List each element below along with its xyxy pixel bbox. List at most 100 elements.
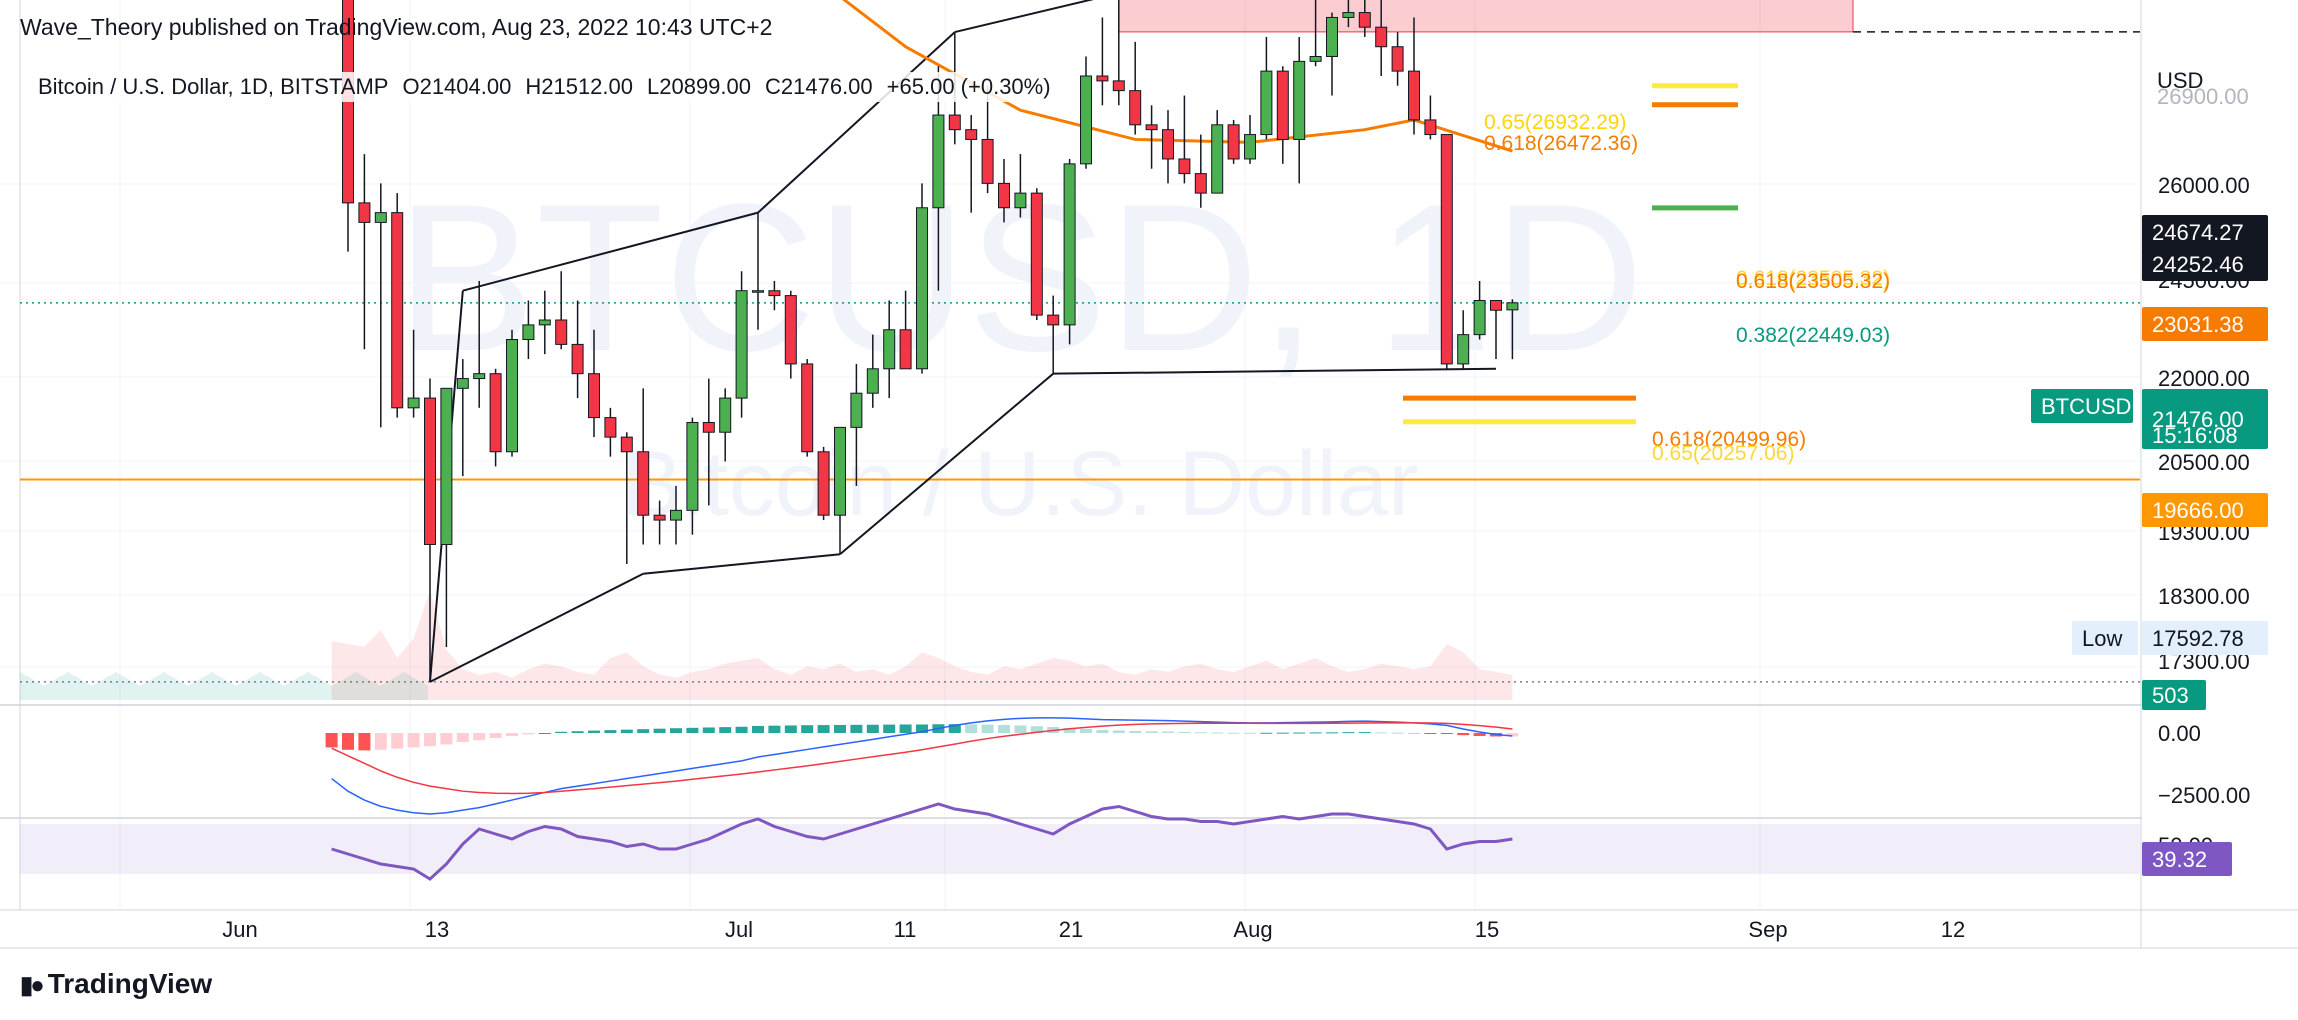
- label-low-value: 17592.78: [2152, 626, 2244, 651]
- candle-66: [1408, 17, 1420, 135]
- time-label-4: 21: [1059, 917, 1083, 942]
- candle-26: [752, 212, 764, 330]
- macd-hist-bar: [407, 733, 420, 748]
- macd-hist-bar: [620, 729, 633, 733]
- candle-63: [1358, 0, 1371, 37]
- candle-body: [784, 295, 797, 365]
- candle-52: [1178, 95, 1191, 184]
- candle-62: [1342, 0, 1355, 28]
- candle-44: [1047, 295, 1060, 374]
- candle-65: [1391, 32, 1404, 86]
- footer-brand: TradingView: [47, 968, 213, 999]
- candle-body: [1440, 134, 1453, 365]
- macd-hist-bar: [325, 733, 338, 748]
- macd-line: [331, 717, 1513, 815]
- macd-hist-bar: [1063, 727, 1076, 733]
- candle-body: [456, 378, 469, 389]
- price-axis[interactable]: USD 26900.00 26000.0024500.0022000.00205…: [2140, 0, 2298, 948]
- time-label-8: 12: [1941, 917, 1965, 942]
- macd-hist-bar: [916, 724, 928, 733]
- candle-45: [1063, 158, 1076, 345]
- candle-56: [1244, 115, 1256, 164]
- price-tick-3: 20500.00: [2158, 450, 2250, 475]
- macd-hist-bar: [981, 724, 994, 733]
- candle-body: [522, 324, 535, 341]
- macd-hist-bar: [1211, 732, 1224, 734]
- macd-hist-bar: [1030, 726, 1043, 733]
- label-low-tag: Low: [2082, 626, 2122, 651]
- macd-hist-bar: [538, 733, 551, 734]
- candle-body: [604, 417, 617, 438]
- time-axis[interactable]: Jun 13 Jul 11 21 Aug 15 Sep 12: [222, 917, 1965, 942]
- macd-hist-bar: [555, 731, 568, 733]
- candle-body: [1227, 124, 1240, 160]
- price-axis-bg: [2142, 0, 2298, 948]
- label-countdown: 15:16:08: [2152, 423, 2238, 448]
- macd-hist-bar: [1326, 732, 1338, 734]
- macd-hist-bar: [424, 733, 436, 747]
- candle-34: [883, 300, 896, 399]
- candle-13: [538, 290, 551, 355]
- macd-hist-bar: [1014, 725, 1027, 733]
- signal-line: [331, 722, 1513, 795]
- candle-71: [1490, 299, 1502, 360]
- candle-body: [1293, 60, 1306, 140]
- candle-body: [1014, 192, 1027, 209]
- label-ema-bg: [2142, 307, 2268, 341]
- candle-body: [358, 202, 371, 223]
- label-volume-bg: [2142, 680, 2206, 710]
- candle-body: [1129, 90, 1142, 126]
- fibonacci-levels: 0.65(26932.29)0.618(26472.36) 0.618(23505…: [1403, 83, 1890, 465]
- candle-body: [1162, 129, 1174, 160]
- macd-hist-bar: [1408, 733, 1420, 734]
- macd-hist-bar: [998, 724, 1010, 733]
- candle-59: [1293, 36, 1306, 184]
- candle-body: [1145, 124, 1158, 131]
- label-ema: 23031.38: [2152, 312, 2244, 337]
- macd-hist-bar: [473, 733, 486, 741]
- trendline-5: [462, 211, 759, 292]
- legend-symbol[interactable]: Bitcoin / U.S. Dollar, 1D, BITSTAMP: [38, 74, 389, 99]
- macd-hist-bar: [1260, 732, 1273, 734]
- candle-2: [358, 154, 371, 350]
- candle-57: [1260, 36, 1273, 140]
- candle-body: [998, 182, 1010, 209]
- candle-20: [653, 500, 666, 545]
- price-tick-2: 22000.00: [2158, 366, 2250, 391]
- macd-hist-bar: [1227, 732, 1240, 734]
- candle-9: [473, 280, 486, 408]
- candle-body: [489, 373, 502, 453]
- candle-body: [473, 373, 486, 380]
- symbol-legend: Bitcoin / U.S. Dollar, 1D, BITSTAMP O2140…: [34, 72, 1069, 102]
- price-tick-0: 26000.00: [2158, 173, 2250, 198]
- trendline-1: [643, 553, 841, 575]
- candle-body: [735, 290, 748, 399]
- label-last-price: 21476.00: [2152, 407, 2244, 432]
- macd-hist-bar: [522, 733, 535, 735]
- macd-hist-bar: [801, 725, 814, 733]
- candle-body: [670, 509, 682, 521]
- candle-body: [571, 343, 584, 375]
- macd-hist-bar: [850, 724, 863, 733]
- candle-body: [1342, 12, 1355, 18]
- macd-hist-bar: [588, 730, 600, 733]
- macd-hist-bar: [1178, 731, 1191, 733]
- price-tick-5: 18300.00: [2158, 584, 2250, 609]
- volume-area-early: [20, 672, 428, 700]
- macd-hist-bar: [604, 730, 617, 733]
- macd-hist-bar: [817, 725, 830, 733]
- label-24252: 24252.46: [2152, 252, 2244, 277]
- horizontal-levels: [20, 31, 2140, 683]
- legend-low: L20899.00: [647, 74, 751, 99]
- candle-60: [1309, 0, 1322, 67]
- macd-hist-bar: [1358, 732, 1371, 734]
- candle-70: [1473, 280, 1486, 340]
- candle-body: [1112, 80, 1125, 92]
- candle-14: [555, 271, 568, 350]
- tradingview-logo[interactable]: ▮● TradingView: [20, 968, 212, 1000]
- macd-hist-bar: [686, 727, 699, 733]
- candle-42: [1014, 154, 1027, 218]
- trendline-0: [429, 572, 644, 683]
- candle-16: [588, 329, 600, 438]
